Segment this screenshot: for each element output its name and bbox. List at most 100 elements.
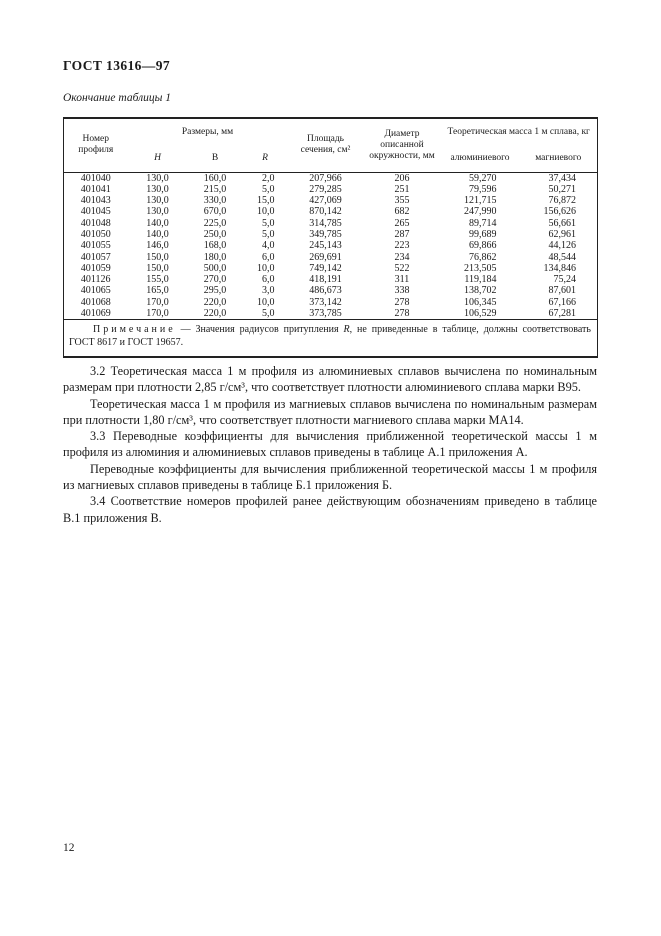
table-cell: 215,0: [203, 183, 227, 195]
profiles-table: Номер профиля Размеры, мм Площадь сечени…: [63, 117, 598, 359]
paragraph-3-3: 3.3 Переводные коэффициенты для вычислен…: [63, 429, 597, 460]
table-cell: 89,714: [469, 217, 497, 229]
table-cell: 207,966: [287, 171, 364, 184]
page-number: 12: [63, 842, 75, 854]
table-header: Номер профиля Размеры, мм Площадь сечени…: [64, 118, 598, 172]
table-cell: 213,505: [464, 262, 497, 274]
table-cell: 5,0: [262, 308, 275, 320]
table-cell: 150,0: [146, 262, 169, 274]
table-cell: 160,0: [187, 171, 243, 184]
table-cell: 67,166: [548, 296, 577, 308]
header-r: R: [262, 153, 268, 164]
table-row: 401057 150,0 180,0 6,0 269,691 234 76,862 48,54…: [64, 252, 598, 263]
header-area: Площадь сечения, см²: [300, 134, 351, 156]
table-note: Примечание — Значения радиусов притуплен…: [63, 319, 598, 358]
table-cell: 5,0: [262, 183, 275, 195]
header-magnesium: магниевого: [535, 153, 582, 164]
header-diameter: Диаметр описанной окружности, мм: [369, 128, 435, 161]
table-cell: 251: [394, 183, 410, 195]
table-cell: 401048: [80, 217, 111, 229]
table-cell: 279,285: [309, 183, 342, 195]
note-row: Примечание — Значения радиусов притуплен…: [63, 319, 598, 358]
table-cell: 401057: [80, 251, 111, 263]
table-cell: 121,715: [464, 195, 497, 207]
table-cell: 401040: [63, 171, 128, 184]
table-cell: 4,0: [262, 240, 275, 252]
table-cell: 119,184: [464, 274, 497, 286]
table-cell: 401045: [80, 206, 111, 218]
header-mass-group: Теоретическая масса 1 м сплава, кг: [447, 127, 590, 137]
table-row: 401045 130,0 670,0 10,0 870,142 682 247,990 156…: [64, 206, 598, 217]
table-cell: 138,702: [464, 285, 497, 297]
body-text: 3.2 Теоретическая масса 1 м профиля из а…: [63, 363, 597, 526]
table-cell: 79,596: [469, 183, 497, 195]
table-cell: 56,661: [548, 217, 577, 229]
table-row: 401126 155,0 270,0 6,0 418,191 311 119,184 75,2…: [64, 274, 598, 285]
header-aluminum: алюминиевого: [450, 153, 510, 164]
table-cell: 522: [394, 262, 410, 274]
table-cell: 87,601: [548, 285, 577, 297]
table-cell: 76,862: [469, 251, 497, 263]
table-cell: 287: [394, 228, 410, 240]
table-cell: 140,0: [146, 217, 169, 229]
paragraph-3-4: 3.4 Соответствие номеров профилей ранее …: [63, 494, 597, 525]
table-cell: 427,069: [309, 195, 342, 207]
table-cell: 99,689: [469, 228, 497, 240]
table-cell: 223: [394, 240, 410, 252]
table-cell: 401126: [80, 274, 111, 286]
note-text-after: , не приведенные в таблице, должны соотв…: [69, 324, 591, 349]
table-cell: 401043: [80, 195, 111, 207]
table-row: 401041 130,0 215,0 5,0 279,285 251 79,596 50,27…: [64, 184, 598, 195]
table-caption: Окончание таблицы 1: [63, 92, 171, 104]
table-cell: 146,0: [146, 240, 169, 252]
header-row-subcolumns: Н В R алюминиевого магниевого: [64, 146, 598, 172]
table-row: 401068 170,0 220,0 10,0 373,142 278 106,345 67,…: [64, 297, 598, 308]
paragraph-3-2-magnesium: Теоретическая масса 1 м профиля из магни…: [63, 396, 597, 427]
table-body: 401040 130,0 160,0 2,0 207,966 206 59,270 37,43…: [63, 171, 598, 320]
note-text-before: — Значения радиусов притупления: [175, 324, 344, 336]
table-row: 401069 170,0 220,0 5,0 373,785 278 106,529 67,2…: [64, 308, 598, 320]
note-symbol-r: R: [343, 324, 350, 336]
table-row: 401048 140,0 225,0 5,0 314,785 265 89,714 56,66…: [64, 218, 598, 229]
table-cell: 500,0: [203, 262, 227, 274]
table-cell: 168,0: [203, 240, 227, 252]
header-dimensions-group: Размеры, мм: [181, 127, 234, 137]
table-cell: 269,691: [309, 251, 342, 263]
note-label: Примечание: [93, 324, 176, 336]
table-cell: 140,0: [146, 228, 169, 240]
table-row: 401040 130,0 160,0 2,0 207,966 206 59,270 37,43…: [63, 171, 598, 184]
table-cell: 75,24: [553, 274, 577, 286]
table-cell: 130,0: [146, 183, 169, 195]
table-cell: 278: [394, 296, 410, 308]
table-cell: 50,271: [548, 183, 577, 195]
table-cell: 165,0: [146, 285, 169, 297]
table-cell: 265: [394, 217, 410, 229]
paragraph-3-2: 3.2 Теоретическая масса 1 м профиля из а…: [63, 364, 597, 395]
table-cell: 401065: [80, 285, 111, 297]
table-cell: 401069: [80, 308, 111, 320]
table-cell: 48,544: [548, 251, 577, 263]
table-cell: 682: [394, 206, 410, 218]
table-cell: 76,872: [548, 195, 577, 207]
table-cell: 170,0: [146, 296, 169, 308]
table-cell: 6,0: [262, 274, 275, 286]
header-row-groups: Номер профиля Размеры, мм Площадь сечени…: [64, 118, 598, 161]
table-cell: 247,990: [464, 206, 497, 218]
table-cell: 355: [394, 195, 410, 207]
table-cell: 37,434: [519, 171, 598, 184]
table-cell: 6,0: [262, 251, 275, 263]
header-h: Н: [154, 153, 161, 164]
table-cell: 401055: [80, 240, 111, 252]
table-cell: 156,626: [543, 206, 577, 218]
table-cell: 250,0: [203, 228, 227, 240]
table-cell: 418,191: [309, 274, 342, 286]
table-cell: 69,866: [469, 240, 497, 252]
table-cell: 870,142: [309, 206, 342, 218]
table-cell: 15,0: [257, 195, 275, 207]
table-cell: 401050: [80, 228, 111, 240]
table-cell: 373,142: [309, 296, 342, 308]
table-footer: Примечание — Значения радиусов притуплен…: [63, 319, 598, 358]
table-cell: 401068: [80, 296, 111, 308]
table-cell: 44,126: [548, 240, 577, 252]
